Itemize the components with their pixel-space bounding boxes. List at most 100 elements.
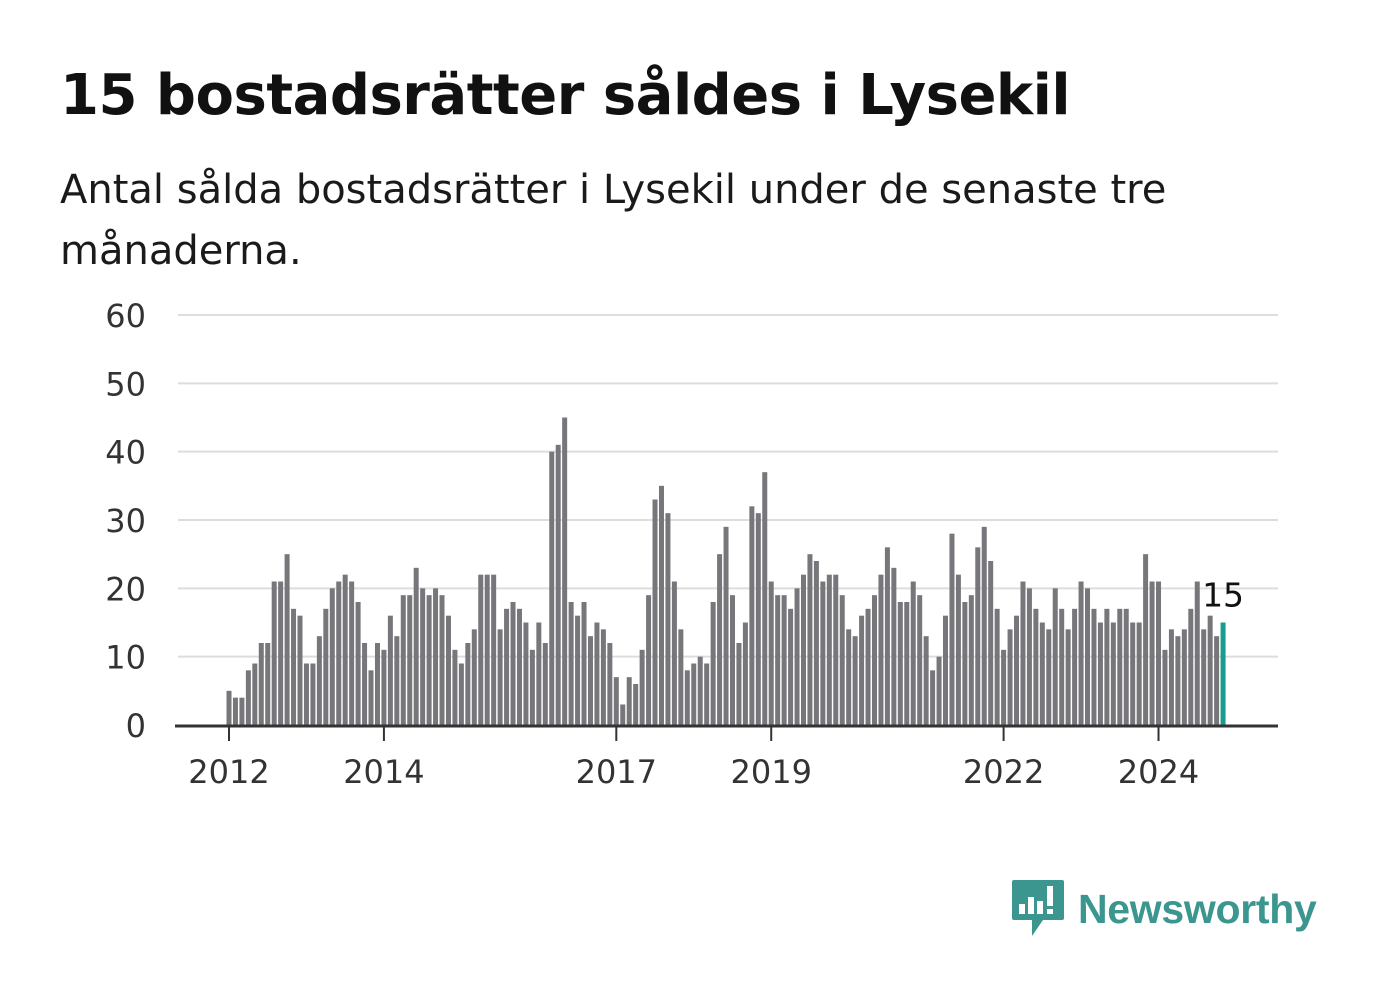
bar bbox=[1014, 615, 1020, 725]
highlight-bar bbox=[1220, 622, 1226, 725]
x-tick-label: 2017 bbox=[576, 753, 657, 791]
bar bbox=[329, 588, 335, 725]
bar bbox=[1162, 649, 1168, 725]
bar bbox=[684, 670, 690, 725]
bar bbox=[1181, 629, 1187, 725]
bar bbox=[575, 615, 581, 725]
bar bbox=[362, 643, 368, 725]
bar bbox=[471, 629, 477, 725]
bar bbox=[820, 581, 826, 725]
bar bbox=[755, 513, 761, 725]
bar bbox=[1039, 622, 1045, 725]
bar bbox=[923, 636, 929, 725]
bar bbox=[555, 444, 561, 725]
bar bbox=[930, 670, 936, 725]
bar bbox=[646, 595, 652, 725]
bar bbox=[762, 472, 768, 725]
bar bbox=[833, 574, 839, 725]
bar bbox=[433, 588, 439, 725]
bar bbox=[1078, 581, 1084, 725]
y-tick-label: 50 bbox=[105, 365, 146, 403]
bar bbox=[994, 608, 1000, 725]
bar bbox=[878, 574, 884, 725]
bar bbox=[910, 581, 916, 725]
bar bbox=[303, 663, 309, 725]
y-tick-label: 20 bbox=[105, 570, 146, 608]
newsworthy-logo[interactable]: Newsworthy bbox=[1010, 878, 1317, 940]
bar bbox=[652, 499, 658, 725]
bar bbox=[949, 533, 955, 725]
y-axis-tick-labels: 0 10 20 30 40 50 60 bbox=[105, 297, 146, 745]
bar bbox=[859, 615, 865, 725]
bar bbox=[1046, 629, 1052, 725]
chart-subtitle: Antal sålda bostadsrätter i Lysekil unde… bbox=[60, 167, 1167, 274]
bar bbox=[420, 588, 426, 725]
bar bbox=[975, 547, 981, 725]
bar bbox=[962, 602, 968, 725]
bar bbox=[807, 554, 813, 725]
bar bbox=[445, 615, 451, 725]
bar bbox=[633, 684, 639, 725]
bar bbox=[394, 636, 400, 725]
bar bbox=[904, 602, 910, 725]
bar-series bbox=[226, 417, 1226, 725]
bar bbox=[1007, 629, 1013, 725]
bar bbox=[981, 526, 987, 725]
bar bbox=[407, 595, 413, 725]
bar bbox=[1194, 581, 1200, 725]
bar bbox=[691, 663, 697, 725]
y-tick-label: 40 bbox=[105, 434, 146, 472]
x-tick-label: 2012 bbox=[188, 753, 269, 791]
bar bbox=[742, 622, 748, 725]
bar bbox=[374, 643, 380, 725]
bar bbox=[1123, 608, 1129, 725]
bar bbox=[723, 526, 729, 725]
bar bbox=[284, 554, 290, 725]
bar bbox=[1020, 581, 1026, 725]
bar bbox=[452, 649, 458, 725]
bar bbox=[936, 656, 942, 725]
bar bbox=[239, 697, 245, 725]
bar bbox=[1072, 608, 1078, 725]
bar bbox=[717, 554, 723, 725]
bar bbox=[658, 485, 664, 725]
bar bbox=[1026, 588, 1032, 725]
bar bbox=[310, 663, 316, 725]
bar bbox=[897, 602, 903, 725]
bar bbox=[613, 677, 619, 725]
bar bbox=[536, 622, 542, 725]
bar bbox=[484, 574, 490, 725]
bar bbox=[781, 595, 787, 725]
bar bbox=[801, 574, 806, 725]
bar bbox=[594, 622, 600, 725]
bar bbox=[1130, 622, 1136, 725]
bar bbox=[278, 581, 284, 725]
bar bbox=[788, 608, 794, 725]
newsworthy-logo-icon bbox=[1012, 880, 1064, 936]
bar bbox=[529, 649, 535, 725]
bar bbox=[671, 581, 677, 725]
bar bbox=[1091, 608, 1097, 725]
bar bbox=[381, 649, 387, 725]
bar bbox=[813, 561, 819, 725]
bar bbox=[710, 602, 716, 725]
bar bbox=[368, 670, 374, 725]
bar bbox=[1175, 636, 1181, 725]
bar bbox=[607, 643, 613, 725]
bar bbox=[865, 608, 871, 725]
x-tick-label: 2024 bbox=[1118, 753, 1199, 791]
bar bbox=[232, 697, 238, 725]
bar bbox=[1214, 636, 1220, 725]
bar bbox=[1143, 554, 1149, 725]
bar bbox=[504, 608, 510, 725]
bar bbox=[355, 602, 361, 725]
bar bbox=[323, 608, 329, 725]
y-tick-label: 10 bbox=[105, 639, 146, 677]
bar bbox=[336, 581, 342, 725]
bar bbox=[1059, 608, 1065, 725]
bar bbox=[852, 636, 858, 725]
bar bbox=[349, 581, 355, 725]
bar bbox=[872, 595, 877, 725]
bar bbox=[1188, 608, 1194, 725]
bar bbox=[587, 636, 593, 725]
